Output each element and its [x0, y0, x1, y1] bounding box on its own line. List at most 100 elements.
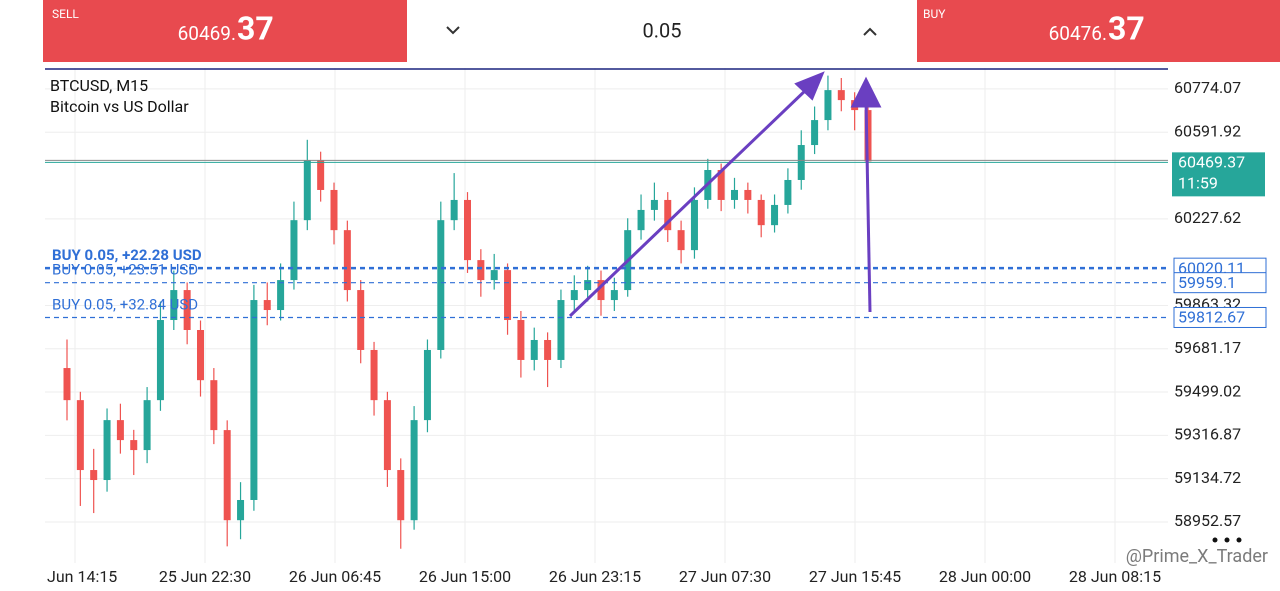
- candle-body: [690, 199, 698, 251]
- candle-body: [223, 430, 231, 521]
- buy-price-big: 37: [1108, 9, 1145, 47]
- x-tick-label: 28 Jun 00:00: [939, 567, 1031, 586]
- candle-body: [544, 339, 552, 360]
- candle-body: [357, 290, 365, 350]
- y-tick-label: 60591.92: [1174, 121, 1241, 140]
- x-tick-label: 26 Jun 23:15: [549, 567, 641, 586]
- x-tick-label: 26 Jun 15:00: [419, 567, 511, 586]
- candle-body: [610, 290, 618, 301]
- candle-body: [103, 420, 111, 481]
- candle-body: [437, 220, 445, 350]
- chart-subtitle: Bitcoin vs US Dollar: [50, 97, 189, 116]
- candle-body: [63, 368, 71, 401]
- candle-body: [370, 349, 378, 401]
- candle-body: [530, 339, 538, 360]
- sell-button[interactable]: [43, 0, 407, 62]
- candle-body: [597, 280, 605, 301]
- candle-body: [317, 160, 325, 190]
- y-tick-label: 59681.17: [1174, 338, 1241, 357]
- grid: 60774.0760591.9260227.6259863.3259681.17…: [45, 68, 1241, 586]
- chart-title: BTCUSD, M15: [50, 76, 148, 95]
- x-tick-label: 27 Jun 15:45: [809, 567, 901, 586]
- candle-body: [263, 300, 271, 311]
- candle-timer: 11:59: [1178, 174, 1218, 193]
- current-price-box: [1172, 152, 1265, 197]
- x-tick-label: 27 Jun 07:30: [679, 567, 771, 586]
- candle-body: [637, 209, 645, 231]
- x-tick-label: 28 Jun 08:15: [1069, 567, 1161, 586]
- candle-body: [464, 199, 471, 261]
- candle-body: [90, 470, 98, 481]
- candle-body: [143, 400, 151, 451]
- candle-body: [650, 199, 658, 210]
- sell-price-big: 37: [237, 9, 274, 47]
- y-tick-label: 58952.57: [1174, 511, 1241, 530]
- candle-body: [410, 420, 418, 521]
- candle-body: [837, 90, 845, 101]
- dot: [1236, 537, 1242, 543]
- lot-decrease[interactable]: [446, 26, 460, 35]
- plot: [63, 75, 872, 549]
- candle-body: [784, 179, 792, 205]
- candle-body: [824, 90, 832, 121]
- lot-size: 0.05: [643, 18, 682, 42]
- candle-body: [731, 189, 738, 200]
- candle-body: [677, 230, 685, 251]
- dot: [1212, 537, 1218, 543]
- candle-body: [584, 280, 592, 291]
- lot-box[interactable]: [407, 0, 917, 62]
- candle-body: [811, 120, 819, 146]
- candle-body: [156, 320, 164, 401]
- candle-body: [290, 220, 298, 281]
- candle-body: [76, 400, 84, 471]
- candle-body: [744, 189, 752, 200]
- y-tick-label: 59134.72: [1174, 468, 1241, 487]
- price-label: 59812.67: [1178, 308, 1245, 327]
- dot: [1224, 537, 1230, 543]
- candle-body: [383, 400, 391, 471]
- position-label: BUY 0.05, +22.28 USD: [52, 246, 202, 264]
- price-label-box: [1173, 272, 1267, 294]
- candle-body: [116, 420, 124, 441]
- candle-body: [210, 380, 218, 431]
- price-label: 59959.1: [1178, 273, 1236, 292]
- candle-body: [277, 280, 285, 311]
- position-label: BUY 0.05, +23.51 USD: [52, 261, 198, 279]
- candle-body: [477, 260, 485, 281]
- arrows: [568, 71, 882, 318]
- candle-body: [197, 330, 204, 381]
- candle-body: [490, 270, 498, 281]
- candle-body: [343, 230, 351, 291]
- lot-increase[interactable]: [863, 27, 877, 36]
- candle-body: [330, 189, 338, 231]
- candle-body: [757, 199, 765, 226]
- buy-label: BUY: [923, 7, 946, 21]
- candle-body: [170, 290, 178, 321]
- x-tick-label: 25 Jun 22:30: [159, 567, 251, 586]
- current-price-label: 60469.37: [1178, 153, 1245, 172]
- candle-body: [504, 270, 512, 321]
- y-tick-label: 59316.87: [1174, 425, 1241, 444]
- x-tick-label: 26 Jun 06:45: [289, 567, 381, 586]
- buy-button[interactable]: [917, 0, 1280, 62]
- candle-body: [303, 160, 311, 221]
- candle-body: [250, 300, 258, 500]
- candle-body: [237, 499, 245, 521]
- price-label-box: [1173, 306, 1267, 328]
- arrowhead: [850, 76, 882, 108]
- candle-body: [557, 300, 565, 360]
- candle-body: [570, 290, 578, 301]
- arrow-up-right: [568, 86, 810, 318]
- position-label: BUY 0.05, +32.84 USD: [52, 295, 198, 313]
- y-tick-label: 59499.02: [1174, 381, 1241, 400]
- buy-price-main: 60476.: [1049, 22, 1107, 45]
- more-menu[interactable]: [1212, 537, 1242, 543]
- candle-body: [450, 199, 458, 221]
- candle-body: [664, 199, 672, 231]
- candle-body: [771, 204, 779, 226]
- candle-body: [423, 349, 431, 421]
- sell-price-main: 60469.: [178, 22, 236, 45]
- watermark: @Prime_X_Trader: [1126, 546, 1268, 567]
